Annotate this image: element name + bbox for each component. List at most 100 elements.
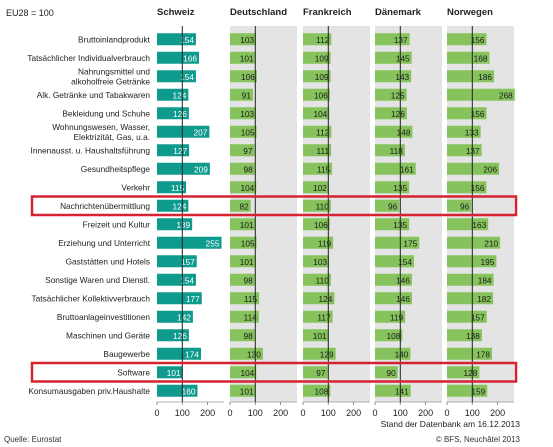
bar-2-7 <box>303 162 333 175</box>
data-label-1-9: 82 <box>240 201 250 211</box>
data-label-0-0: 154 <box>180 35 194 45</box>
data-label-1-3: 91 <box>242 90 252 100</box>
data-label-2-4: 104 <box>313 109 327 119</box>
data-label-0-6: 127 <box>173 146 187 156</box>
bar-1-7 <box>230 162 255 175</box>
data-label-3-1: 145 <box>396 53 410 63</box>
bar-0-13 <box>157 273 196 286</box>
data-label-1-14: 115 <box>244 294 258 304</box>
data-label-1-5: 105 <box>241 127 255 137</box>
highlight-box-1 <box>30 361 518 383</box>
x-tick-label-1-0: 0 <box>227 408 232 418</box>
bar-2-3 <box>303 88 330 101</box>
data-label-3-14: 146 <box>396 294 410 304</box>
data-label-4-2: 186 <box>478 72 492 82</box>
data-label-3-16: 108 <box>386 331 400 341</box>
bar-2-4 <box>303 107 330 120</box>
bar-1-3 <box>230 88 254 101</box>
series-header-1: Deutschland <box>230 7 287 18</box>
category-label-0: Bruttoinlandprodukt <box>78 34 151 44</box>
category-label-2-a: Nahrungsmittel und <box>78 66 150 76</box>
bar-1-9 <box>230 199 251 212</box>
data-label-0-19: 160 <box>182 386 196 396</box>
data-label-1-2: 106 <box>241 72 255 82</box>
source-note: Quelle: Eurostat <box>4 435 62 444</box>
data-label-0-4: 126 <box>173 109 187 119</box>
data-label-4-13: 184 <box>478 275 492 285</box>
x-tick-label-3-0: 0 <box>372 408 377 418</box>
data-label-0-11: 255 <box>206 238 220 248</box>
date-note: Stand der Datenbank am 16.12.2013 <box>381 419 521 429</box>
bar-2-17 <box>303 347 336 360</box>
bar-0-11 <box>157 236 222 249</box>
data-label-3-19: 141 <box>395 386 409 396</box>
category-label-19: Konsumausgaben priv.Haushalte <box>28 386 150 396</box>
bar-0-12 <box>157 255 197 268</box>
bar-0-15 <box>157 310 193 323</box>
data-label-3-2: 143 <box>395 72 409 82</box>
bar-2-18 <box>303 366 328 379</box>
data-label-1-19: 101 <box>240 386 254 396</box>
bar-2-5 <box>303 125 332 138</box>
data-label-2-16: 101 <box>313 331 327 341</box>
category-label-1: Tatsächlicher Individualverbrauch <box>27 53 150 63</box>
bar-1-5 <box>230 125 257 138</box>
bar-2-9 <box>303 199 331 212</box>
bar-4-4 <box>447 107 487 120</box>
data-label-3-9: 96 <box>388 201 398 211</box>
data-label-0-3: 124 <box>173 90 187 100</box>
bar-2-8 <box>303 181 329 194</box>
series-header-0: Schweiz <box>157 7 195 18</box>
data-label-2-0: 112 <box>316 35 330 45</box>
category-label-15: Bruttoanlageinvestitionen <box>57 312 151 322</box>
data-label-3-3: 125 <box>391 90 405 100</box>
bar-3-2 <box>375 70 412 83</box>
x-tick-label-3-2: 200 <box>418 408 433 418</box>
bar-0-2 <box>157 70 196 83</box>
bar-4-18 <box>447 366 480 379</box>
x-tick-label-2-2: 200 <box>346 408 361 418</box>
highlight-box-0 <box>30 195 518 217</box>
bar-3-17 <box>375 347 411 360</box>
x-tick-label-4-2: 200 <box>490 408 505 418</box>
data-label-2-1: 109 <box>315 53 329 63</box>
data-label-4-0: 156 <box>471 35 485 45</box>
bar-0-1 <box>157 51 199 64</box>
bar-0-6 <box>157 144 190 157</box>
data-label-0-8: 115 <box>171 183 185 193</box>
category-label-7: Gesundheitspflege <box>81 164 151 174</box>
bar-4-10 <box>447 218 489 231</box>
x-tick-label-2-1: 100 <box>321 408 336 418</box>
category-label-14: Tatsächlicher Kollektivverbrauch <box>31 293 150 303</box>
bar-4-3 <box>447 88 515 101</box>
x-tick-label-0-1: 100 <box>175 408 190 418</box>
data-label-1-12: 101 <box>240 257 254 267</box>
data-label-0-2: 154 <box>180 72 194 82</box>
data-label-4-15: 157 <box>471 312 485 322</box>
bar-4-17 <box>447 347 493 360</box>
data-label-3-6: 118 <box>390 146 404 156</box>
data-label-0-13: 154 <box>180 275 194 285</box>
data-label-4-3: 268 <box>499 90 513 100</box>
bar-1-12 <box>230 255 256 268</box>
category-label-18: Software <box>117 367 150 377</box>
bar-4-8 <box>447 181 487 194</box>
bar-1-15 <box>230 310 259 323</box>
bar-1-2 <box>230 70 257 83</box>
data-label-2-15: 117 <box>317 312 331 322</box>
data-label-0-9: 124 <box>173 201 187 211</box>
x-tick-label-4-1: 100 <box>465 408 480 418</box>
x-tick-label-0-2: 200 <box>200 408 215 418</box>
data-label-0-12: 157 <box>181 257 195 267</box>
bar-1-14 <box>230 292 260 305</box>
bar-2-15 <box>303 310 333 323</box>
bar-2-11 <box>303 236 334 249</box>
data-label-2-2: 109 <box>315 72 329 82</box>
data-label-1-4: 103 <box>240 109 254 119</box>
bar-0-3 <box>157 88 189 101</box>
data-label-4-11: 210 <box>484 238 498 248</box>
series-header-4: Norwegen <box>447 7 493 18</box>
data-label-4-6: 137 <box>466 146 480 156</box>
data-label-3-17: 140 <box>395 349 409 359</box>
